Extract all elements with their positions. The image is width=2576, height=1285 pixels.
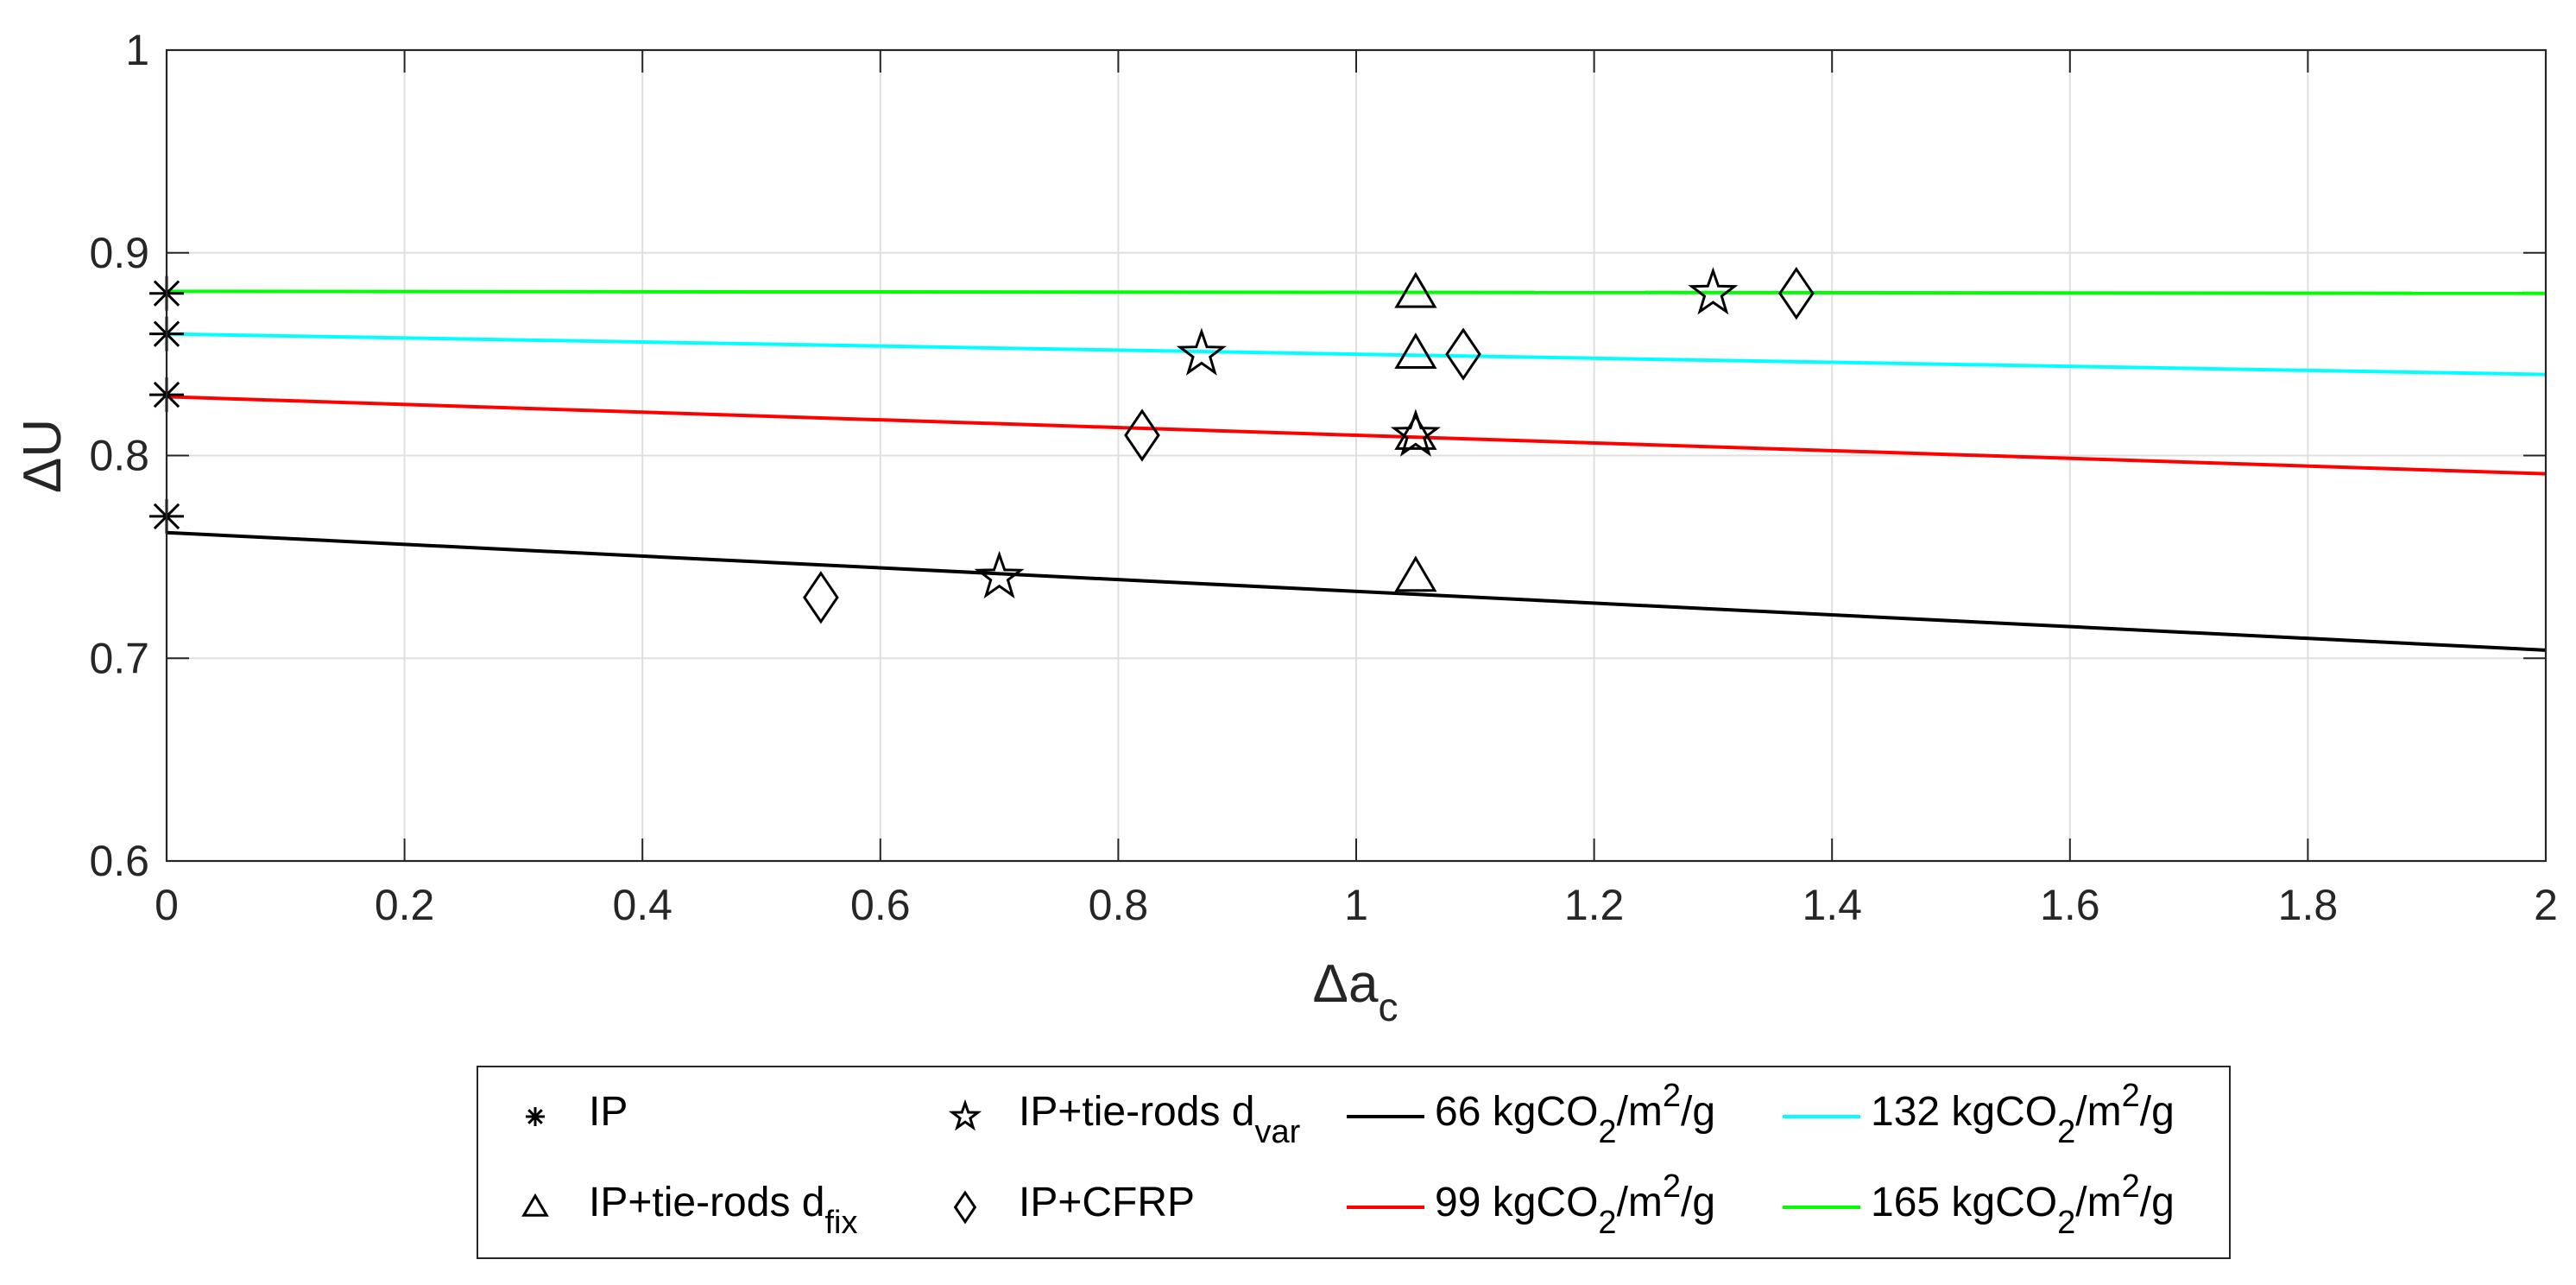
x-tick-label: 0.2 xyxy=(375,881,435,929)
legend-label: 66 kgCO2/m2/g xyxy=(1435,1078,1715,1150)
legend-entry: 66 kgCO2/m2/g xyxy=(1347,1078,1715,1150)
legend-label: IP+CFRP xyxy=(1019,1180,1195,1225)
marker-diamond-point xyxy=(1124,408,1160,462)
series-line-3 xyxy=(166,332,2547,377)
x-tick-label: 1.2 xyxy=(1564,881,1625,929)
y-tick-label: 1 xyxy=(125,26,149,74)
legend-entry: IP+CFRP xyxy=(953,1180,1195,1225)
legend-entry: 165 kgCO2/m2/g xyxy=(1783,1168,2175,1241)
data-markers xyxy=(149,267,1815,624)
legend-entry: IP xyxy=(526,1089,628,1135)
legend-label: IP xyxy=(589,1089,628,1135)
x-tick-label: 0 xyxy=(155,881,179,929)
legend-symbol-diamond xyxy=(953,1190,977,1225)
grid xyxy=(166,49,2547,862)
x-tick-label: 0.4 xyxy=(612,881,672,929)
legend-entry: 132 kgCO2/m2/g xyxy=(1783,1078,2175,1150)
y-tick-label: 0.6 xyxy=(89,837,149,885)
marker-star-point xyxy=(1688,267,1739,315)
legend-label: IP+tie-rods dfix xyxy=(589,1180,857,1241)
y-tick-label: 0.7 xyxy=(89,634,149,682)
y-tick-label: 0.8 xyxy=(89,432,149,480)
legend-label: 165 kgCO2/m2/g xyxy=(1871,1168,2175,1241)
marker-triangle-point xyxy=(1394,414,1437,450)
x-tick-label: 0.8 xyxy=(1089,881,1149,929)
series-line-2 xyxy=(166,395,2547,476)
legend-box xyxy=(477,1066,2231,1259)
x-tick-label: 1.8 xyxy=(2278,881,2339,929)
tick-labels: 0 0.2 0.4 0.6 0.8 1 1.2 1.4 1.6 1.8 2 0.6 0.7 0.8 0.9 1 xyxy=(89,26,2557,929)
marker-diamond-point xyxy=(1445,327,1481,381)
series-line-4 xyxy=(166,289,2547,295)
marker-star-point xyxy=(1390,408,1441,457)
x-tick-label: 2 xyxy=(2534,881,2558,929)
legend: IP IP+tie-rods dvar 66 kgCO2/m2/g 132 kgCO2… xyxy=(477,1066,2231,1259)
legend-entry: 99 kgCO2/m2/g xyxy=(1347,1168,1715,1241)
series-line-1 xyxy=(166,530,2547,652)
marker-star-point xyxy=(1176,327,1227,376)
y-axis-label: ΔU xyxy=(13,419,73,493)
marker-triangle-point xyxy=(1394,271,1437,308)
marker-triangle-point xyxy=(1394,555,1437,592)
axes xyxy=(165,48,2548,863)
legend-symbol-asterisk xyxy=(526,1107,545,1126)
x-tick-label: 1 xyxy=(1344,881,1368,929)
legend-label: 132 kgCO2/m2/g xyxy=(1871,1078,2175,1150)
regression-lines xyxy=(166,289,2547,652)
legend-label: 99 kgCO2/m2/g xyxy=(1435,1168,1715,1241)
legend-label: IP+tie-rods dvar xyxy=(1019,1089,1301,1150)
legend-entry: IP+tie-rods dvar xyxy=(948,1089,1301,1150)
legend-symbol-star xyxy=(948,1098,982,1131)
x-tick-label: 0.6 xyxy=(850,881,911,929)
x-tick-label: 1.6 xyxy=(2040,881,2100,929)
x-axis-label: Δac xyxy=(1313,954,1398,1029)
legend-symbol-triangle xyxy=(521,1193,549,1217)
marker-triangle-point xyxy=(1394,332,1437,370)
y-tick-label: 0.9 xyxy=(89,229,149,277)
marker-diamond-point xyxy=(1778,267,1815,320)
x-tick-label: 1.4 xyxy=(1802,881,1862,929)
legend-entry: IP+tie-rods dfix xyxy=(521,1180,857,1241)
marker-diamond-point xyxy=(803,571,839,624)
marker-star-point xyxy=(974,550,1025,599)
